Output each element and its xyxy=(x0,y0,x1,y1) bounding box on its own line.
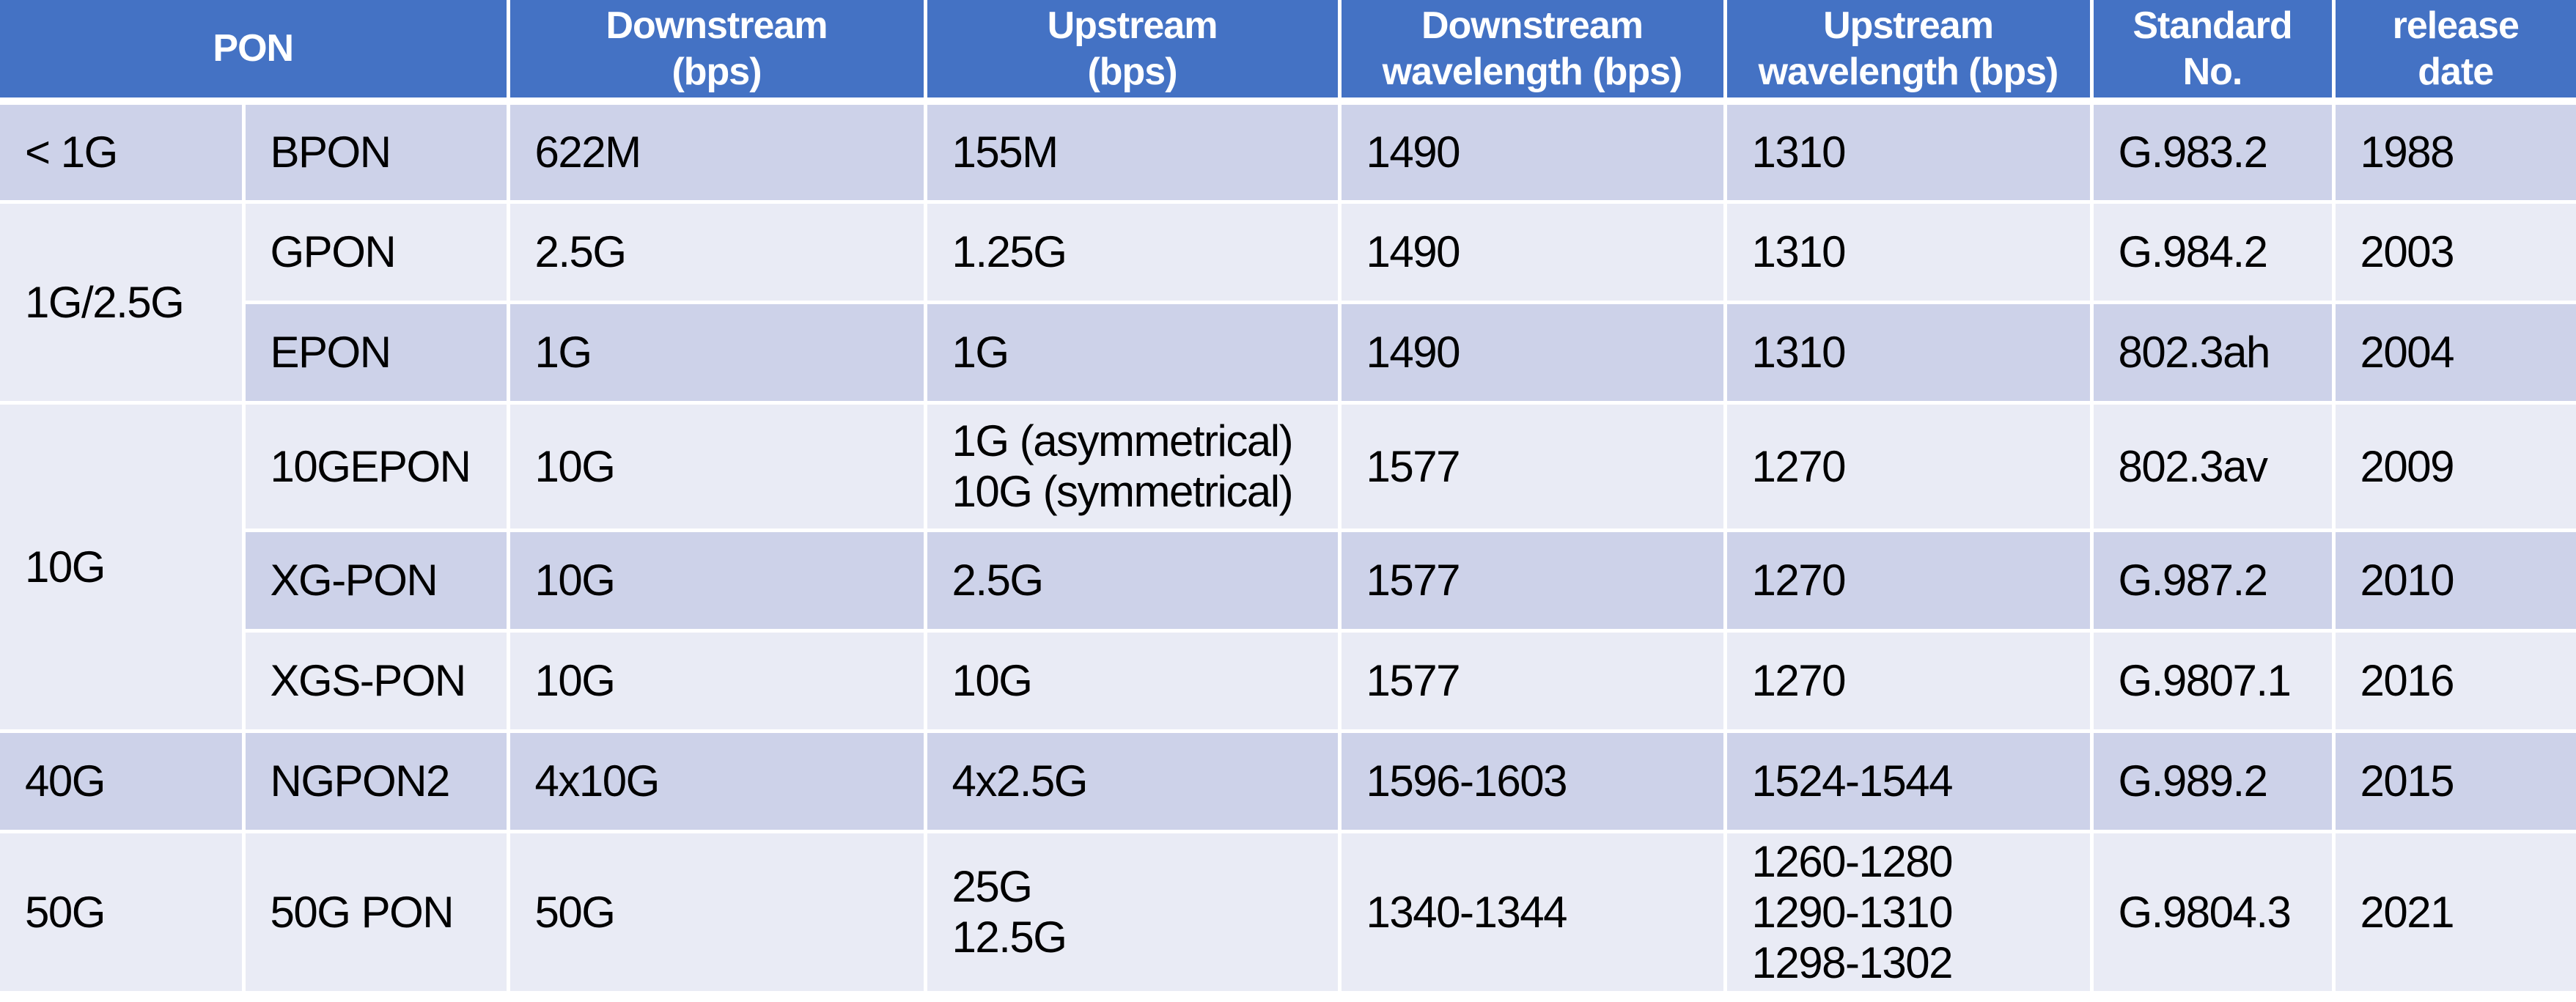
table-row-bpon: < 1G BPON 622M 155M 1490 1310 G.983.2 19… xyxy=(0,99,2576,204)
table-row-epon: EPON 1G 1G 1490 1310 802.3ah 2004 xyxy=(0,300,2576,405)
cell-10gepon-upstream-wavelength: 1270 xyxy=(1723,400,2094,532)
header-standard-no: Standard No. xyxy=(2089,0,2336,105)
cell-ngpon2-upstream: 4x2.5G xyxy=(923,729,1342,833)
table-row-ngpon2: 40G NGPON2 4x10G 4x2.5G 1596-1603 1524-1… xyxy=(0,729,2576,833)
cell-bpon-upstream: 155M xyxy=(923,99,1342,204)
cell-50gpon-year: 2021 xyxy=(2331,829,2576,993)
cell-ngpon2-year: 2015 xyxy=(2331,729,2576,833)
cell-xgpon-year: 2010 xyxy=(2331,528,2576,633)
cell-epon-upstream: 1G xyxy=(923,300,1342,405)
cell-ngpon2-downstream: 4x10G xyxy=(506,729,927,833)
cell-50gpon-upstream-wavelength: 1260-1280 1290-1310 1298-1302 xyxy=(1723,829,2094,993)
cell-50gpon-standard: G.9804.3 xyxy=(2089,829,2336,993)
cell-gpon-upstream-wavelength: 1310 xyxy=(1723,199,2094,304)
cell-xgpon-upstream: 2.5G xyxy=(923,528,1342,633)
cell-xgspon-upstream: 10G xyxy=(923,628,1342,733)
header-upstream-bps: Upstream (bps) xyxy=(923,0,1342,105)
cell-bpon-downstream: 622M xyxy=(506,99,927,204)
cell-bpon-year: 1988 xyxy=(2331,99,2576,204)
header-release-date: release date xyxy=(2331,0,2576,105)
table-row-gpon: 1G/2.5G GPON 2.5G 1.25G 1490 1310 G.984.… xyxy=(0,199,2576,405)
cell-xgpon-name: XG-PON xyxy=(241,528,510,633)
group-cell-lt1g: < 1G xyxy=(0,99,246,204)
table-row-50gpon: 50G 50G PON 50G 25G 12.5G 1340-1344 1260… xyxy=(0,829,2576,993)
cell-gpon-downstream-wavelength: 1490 xyxy=(1337,199,1727,304)
cell-xgspon-upstream-wavelength: 1270 xyxy=(1723,628,2094,733)
cell-ngpon2-standard: G.989.2 xyxy=(2089,729,2336,833)
cell-bpon-downstream-wavelength: 1490 xyxy=(1337,99,1727,204)
cell-xgspon-year: 2016 xyxy=(2331,628,2576,733)
cell-ngpon2-name: NGPON2 xyxy=(241,729,510,833)
cell-gpon-name: GPON xyxy=(241,199,510,304)
cell-epon-standard: 802.3ah xyxy=(2089,300,2336,405)
cell-gpon-upstream: 1.25G xyxy=(923,199,1342,304)
header-downstream-wavelength: Downstream wavelength (bps) xyxy=(1337,0,1727,105)
cell-bpon-upstream-wavelength: 1310 xyxy=(1723,99,2094,204)
cell-10gepon-standard: 802.3av xyxy=(2089,400,2336,532)
cell-epon-downstream: 1G xyxy=(506,300,927,405)
cell-10gepon-downstream-wavelength: 1577 xyxy=(1337,400,1727,532)
cell-xgpon-downstream-wavelength: 1577 xyxy=(1337,528,1727,633)
table-row-xgpon: XG-PON 10G 2.5G 1577 1270 G.987.2 2010 xyxy=(0,528,2576,633)
header-downstream-bps: Downstream (bps) xyxy=(506,0,927,105)
header-row: PON Downstream (bps) Upstream (bps) Down… xyxy=(0,0,2576,105)
table-row-10gepon: 10G 10GEPON 10G 1G (asymmetrical) 10G (s… xyxy=(0,400,2576,733)
cell-bpon-standard: G.983.2 xyxy=(2089,99,2336,204)
cell-xgpon-standard: G.987.2 xyxy=(2089,528,2336,633)
group-cell-50g: 50G xyxy=(0,829,246,993)
table-row-xgspon: XGS-PON 10G 10G 1577 1270 G.9807.1 2016 xyxy=(0,628,2576,733)
cell-10gepon-upstream: 1G (asymmetrical) 10G (symmetrical) xyxy=(923,400,1342,532)
group-cell-1g-2-5g: 1G/2.5G xyxy=(0,199,246,405)
cell-10gepon-year: 2009 xyxy=(2331,400,2576,532)
cell-epon-year: 2004 xyxy=(2331,300,2576,405)
cell-epon-upstream-wavelength: 1310 xyxy=(1723,300,2094,405)
cell-50gpon-downstream: 50G xyxy=(506,829,927,993)
cell-xgspon-downstream: 10G xyxy=(506,628,927,733)
cell-ngpon2-upstream-wavelength: 1524-1544 xyxy=(1723,729,2094,833)
cell-epon-name: EPON xyxy=(241,300,510,405)
cell-xgpon-downstream: 10G xyxy=(506,528,927,633)
cell-50gpon-downstream-wavelength: 1340-1344 xyxy=(1337,829,1727,993)
group-cell-10g: 10G xyxy=(0,400,246,733)
header-pon-title: PON xyxy=(0,0,510,105)
cell-gpon-standard: G.984.2 xyxy=(2089,199,2336,304)
cell-epon-downstream-wavelength: 1490 xyxy=(1337,300,1727,405)
header-upstream-wavelength: Upstream wavelength (bps) xyxy=(1723,0,2094,105)
cell-xgspon-name: XGS-PON xyxy=(241,628,510,733)
cell-10gepon-downstream: 10G xyxy=(506,400,927,532)
cell-xgspon-downstream-wavelength: 1577 xyxy=(1337,628,1727,733)
cell-50gpon-name: 50G PON xyxy=(241,829,510,993)
cell-bpon-name: BPON xyxy=(241,99,510,204)
cell-xgpon-upstream-wavelength: 1270 xyxy=(1723,528,2094,633)
cell-gpon-year: 2003 xyxy=(2331,199,2576,304)
cell-xgspon-standard: G.9807.1 xyxy=(2089,628,2336,733)
cell-ngpon2-downstream-wavelength: 1596-1603 xyxy=(1337,729,1727,833)
group-cell-40g: 40G xyxy=(0,729,246,833)
cell-gpon-downstream: 2.5G xyxy=(506,199,927,304)
cell-50gpon-upstream: 25G 12.5G xyxy=(923,829,1342,993)
cell-10gepon-name: 10GEPON xyxy=(241,400,510,532)
